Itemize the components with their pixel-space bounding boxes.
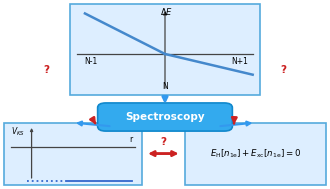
Text: $V_{KS}$: $V_{KS}$ [11, 126, 25, 138]
Text: N: N [162, 82, 168, 91]
Text: r: r [129, 135, 132, 144]
Text: Spectroscopy: Spectroscopy [125, 112, 205, 122]
Text: $E_{\mathrm{H}}[n_{1\mathrm{e}}] + E_{\mathrm{xc}}[n_{1\mathrm{e}}] = 0$: $E_{\mathrm{H}}[n_{1\mathrm{e}}] + E_{\m… [210, 147, 301, 160]
FancyBboxPatch shape [98, 103, 232, 131]
Text: $\Delta E$: $\Delta E$ [160, 6, 173, 17]
Text: ?: ? [280, 65, 286, 75]
Text: N+1: N+1 [231, 57, 248, 66]
FancyBboxPatch shape [185, 123, 326, 184]
FancyBboxPatch shape [70, 5, 260, 94]
Text: ?: ? [44, 65, 50, 75]
Text: ?: ? [160, 137, 166, 147]
Text: N-1: N-1 [84, 57, 97, 66]
FancyBboxPatch shape [4, 123, 142, 184]
